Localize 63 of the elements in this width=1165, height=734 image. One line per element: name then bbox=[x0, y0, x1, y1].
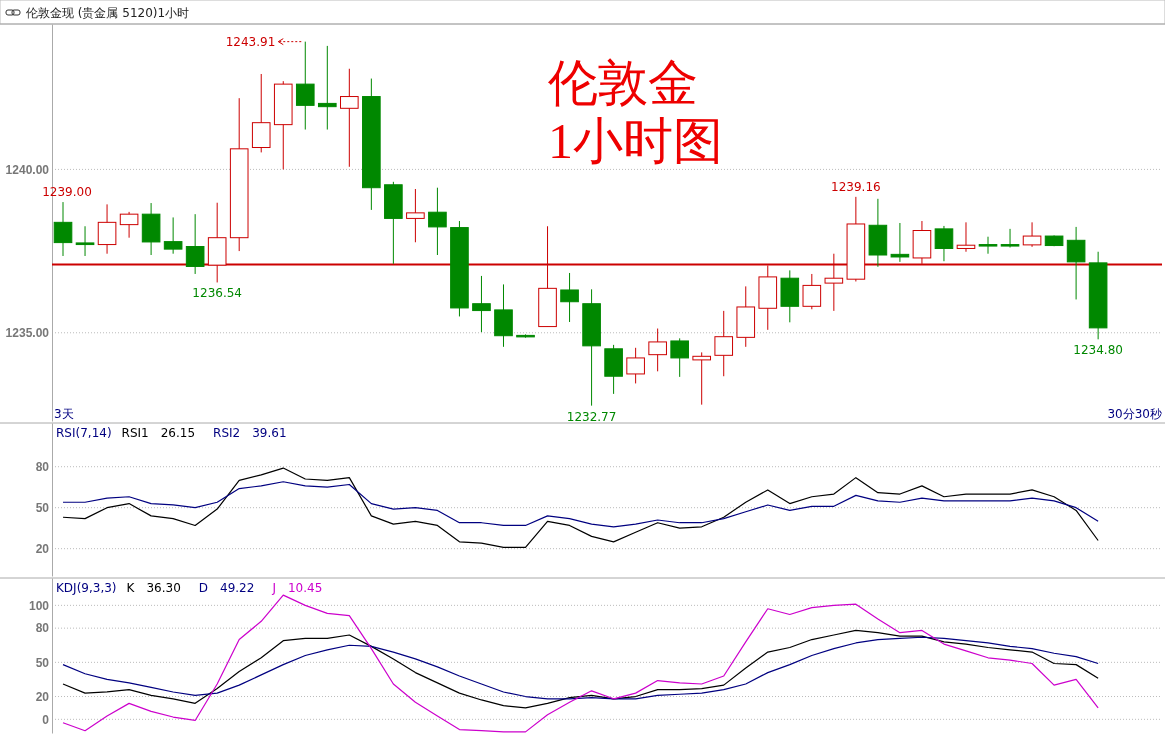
series-label: J bbox=[271, 581, 276, 595]
candlestick bbox=[75, 225, 95, 257]
line-series bbox=[62, 636, 1099, 700]
candlestick bbox=[648, 328, 667, 372]
annotation: 10.45 bbox=[287, 581, 323, 595]
annotation: 1小时图 bbox=[548, 113, 723, 169]
y-tick-label: 20 bbox=[35, 542, 50, 557]
annotation: 1243.91 bbox=[225, 34, 276, 49]
y-tick-label: 80 bbox=[35, 621, 50, 636]
candlestick bbox=[626, 347, 645, 384]
line-series bbox=[62, 481, 1099, 528]
annotation: 26.15 bbox=[160, 426, 196, 440]
chart-title: KDJ(9,3,3) bbox=[56, 581, 117, 595]
text: K bbox=[126, 581, 136, 595]
candlestick bbox=[163, 216, 183, 255]
annotation: 1232.77 bbox=[566, 409, 617, 424]
candlestick bbox=[802, 273, 822, 310]
annotation: 49.22 bbox=[220, 581, 255, 595]
line-series bbox=[62, 629, 1099, 709]
annotation: 伦敦金 bbox=[548, 55, 698, 111]
annotation: 1239.16 bbox=[831, 179, 881, 194]
candlestick bbox=[670, 337, 689, 378]
candlestick bbox=[692, 351, 712, 406]
candlestick bbox=[295, 41, 315, 131]
annotation: 36.30 bbox=[146, 581, 181, 595]
text: RSI1 bbox=[121, 426, 149, 440]
annotation: 1234.80 bbox=[1073, 343, 1123, 358]
candlestick bbox=[428, 187, 447, 256]
chart-title: RSI(7,14) bbox=[56, 426, 112, 440]
annotation: 1236.54 bbox=[192, 286, 242, 301]
text: RSI2 bbox=[213, 426, 241, 440]
y-tick-label: 20 bbox=[35, 689, 50, 704]
candlestick bbox=[890, 222, 910, 263]
chart-title: 伦敦金现 (贵金属 5120)1小时 bbox=[26, 6, 190, 20]
annotation: 1239.00 bbox=[42, 185, 92, 200]
y-tick-label: 80 bbox=[35, 460, 50, 475]
candlestick bbox=[1022, 221, 1042, 248]
candlestick bbox=[317, 45, 337, 131]
y-tick-label: 100 bbox=[28, 598, 50, 613]
candlestick bbox=[340, 68, 359, 168]
y-tick-label: 0 bbox=[42, 712, 50, 727]
line-series bbox=[62, 467, 1099, 548]
candlestick bbox=[934, 225, 954, 262]
candlestick bbox=[97, 203, 117, 255]
text: D bbox=[198, 581, 209, 595]
candlestick bbox=[406, 188, 425, 243]
line-series bbox=[62, 594, 1099, 733]
candlestick bbox=[119, 211, 139, 239]
candlestick bbox=[714, 310, 734, 377]
candlestick bbox=[560, 272, 579, 323]
annotation: 39.61 bbox=[252, 426, 287, 440]
candlestick bbox=[53, 201, 73, 257]
y-tick-label: 1235.00 bbox=[5, 326, 50, 341]
y-tick-label: 1240.00 bbox=[5, 162, 50, 177]
annotation: 3天 bbox=[54, 407, 74, 421]
candlestick bbox=[978, 236, 998, 255]
candlestick bbox=[956, 221, 976, 253]
candlestick bbox=[1066, 226, 1086, 300]
annotation: 30分30秒 bbox=[1107, 407, 1162, 421]
candlestick bbox=[185, 213, 205, 275]
y-tick-label: 50 bbox=[35, 501, 50, 516]
y-tick-label: 50 bbox=[35, 655, 50, 670]
candlestick bbox=[472, 275, 491, 333]
